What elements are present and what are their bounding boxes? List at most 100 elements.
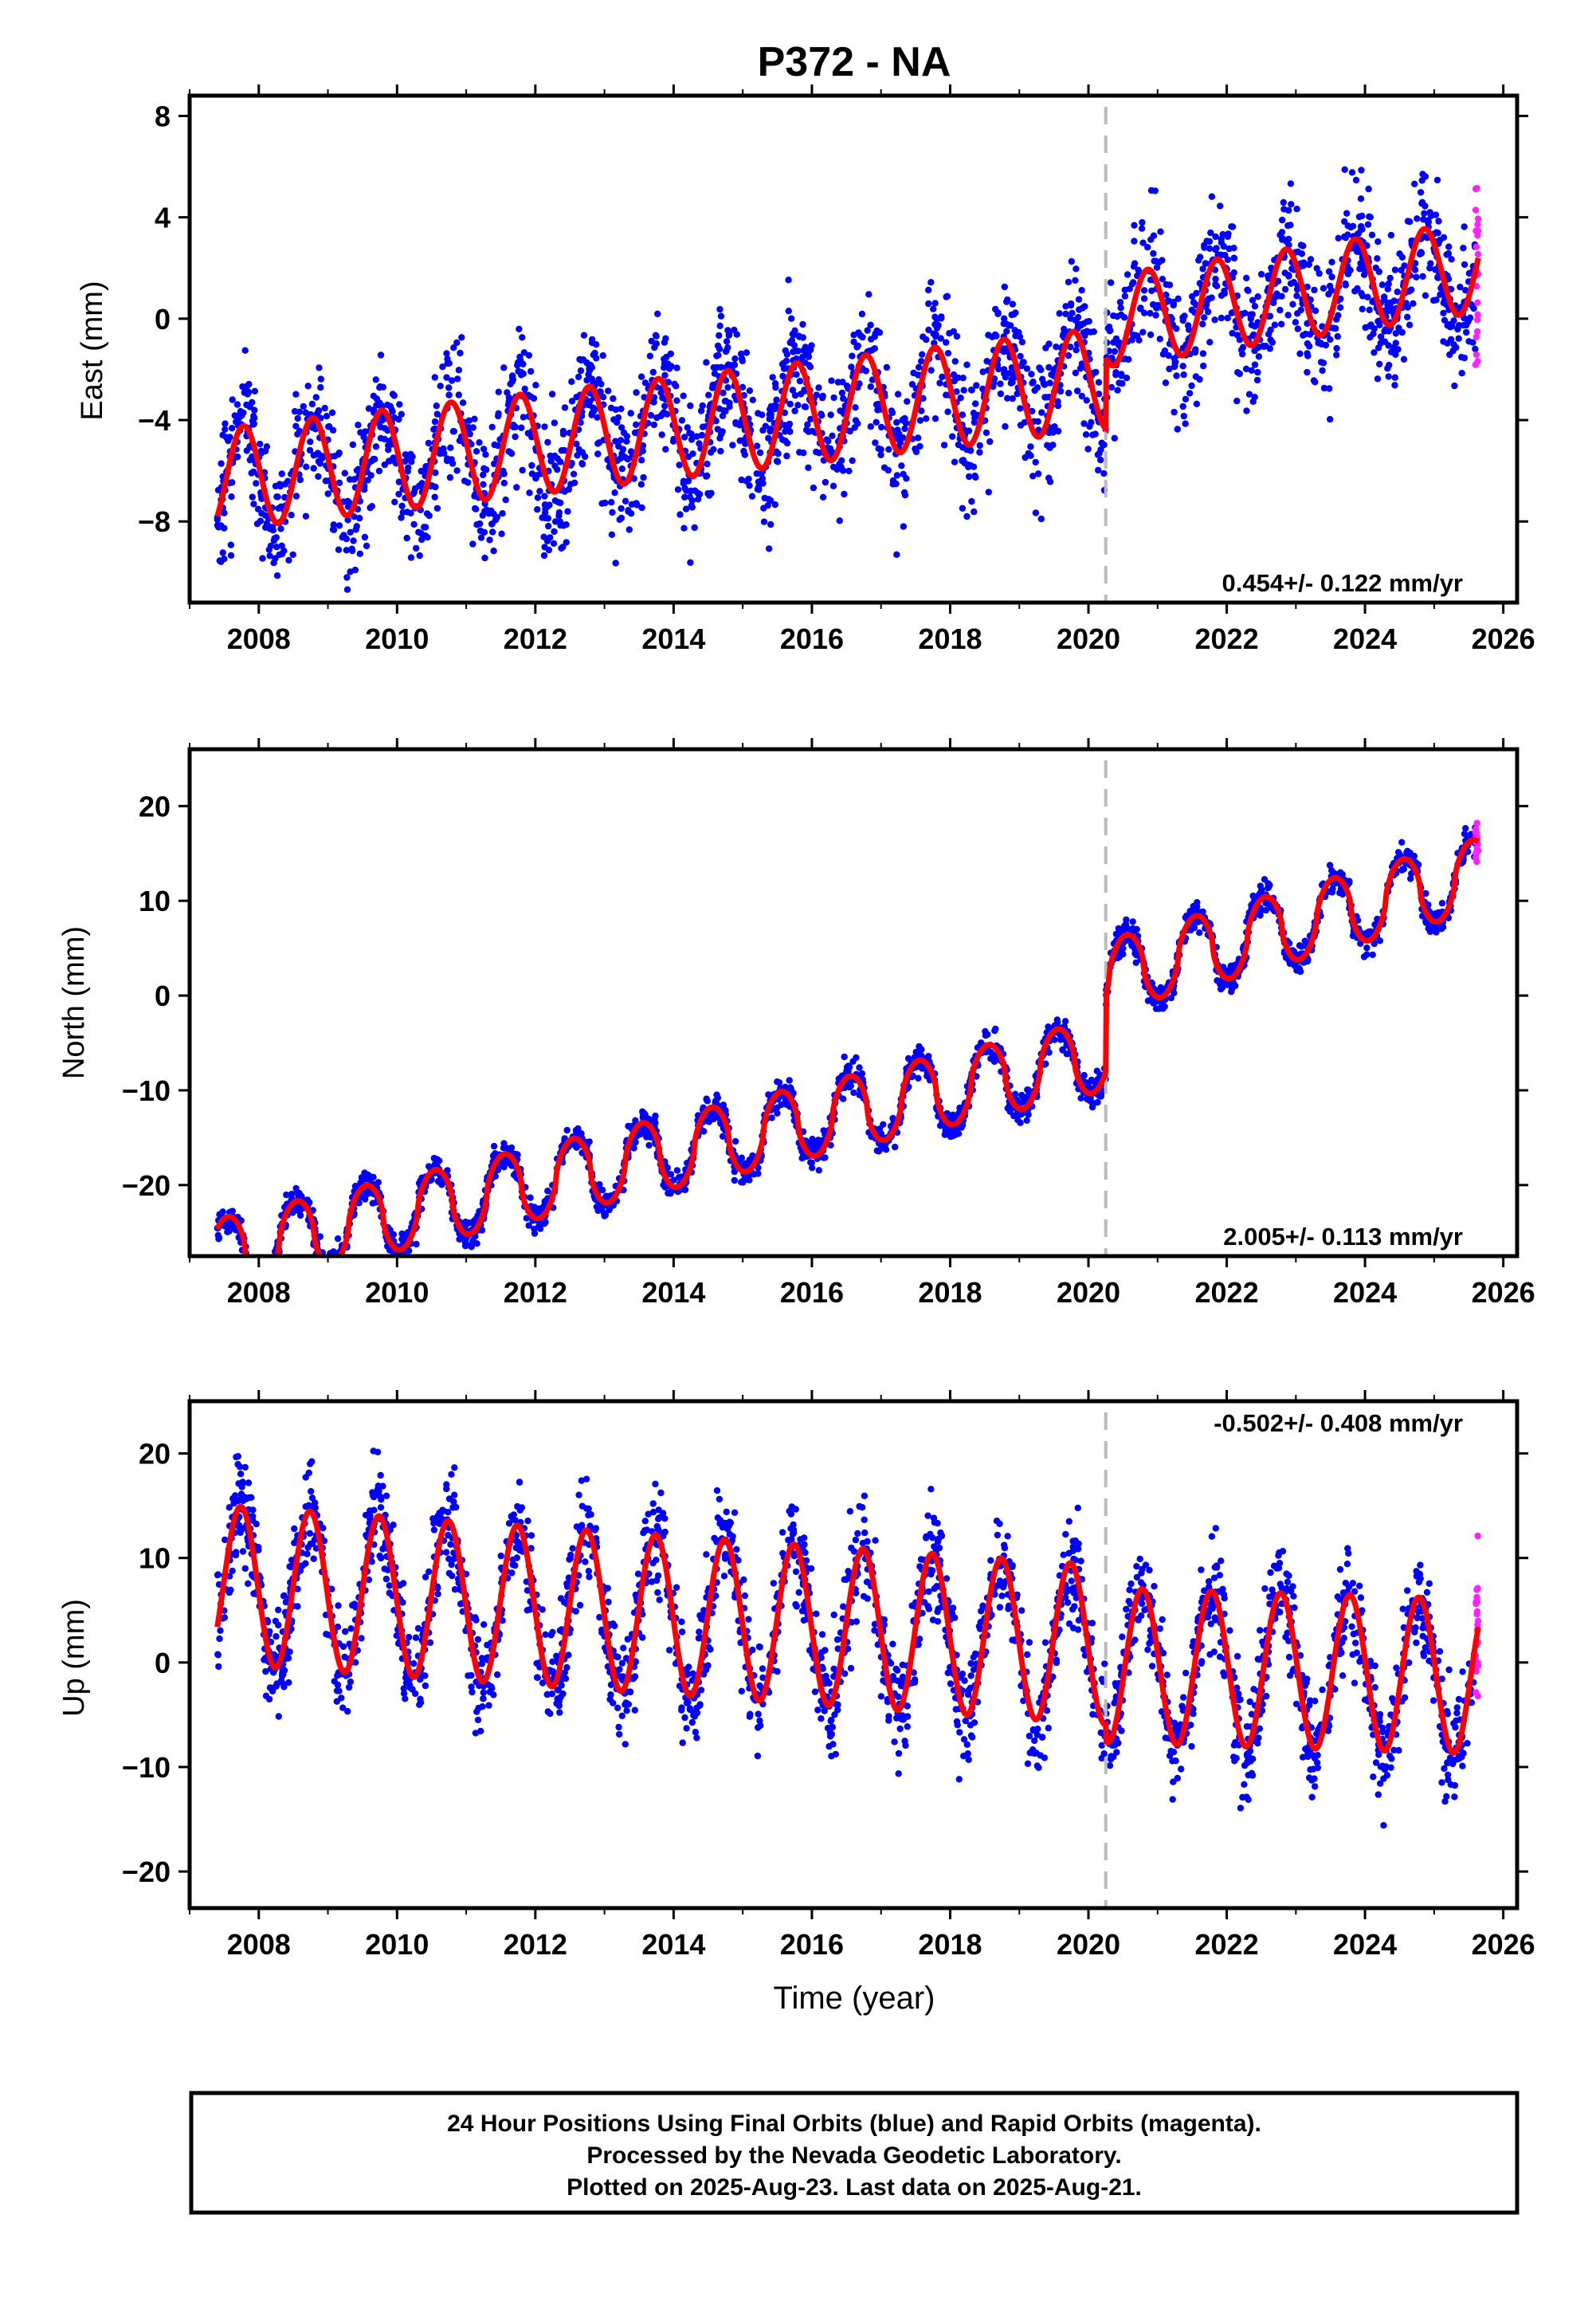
final-orbit-point (312, 394, 320, 401)
final-orbit-point (599, 394, 607, 401)
final-orbit-point (1119, 379, 1126, 387)
final-orbit-point (334, 1260, 340, 1266)
final-orbit-point (335, 546, 343, 553)
final-orbit-point (930, 305, 937, 312)
final-orbit-point (1341, 218, 1348, 226)
final-orbit-point (609, 509, 616, 516)
final-orbit-point (1144, 244, 1151, 251)
rapid-orbit-point (1474, 316, 1481, 324)
final-orbit-point (707, 449, 715, 456)
final-orbit-point (714, 342, 722, 350)
final-orbit-point (760, 518, 768, 525)
final-orbit-point (395, 490, 402, 498)
final-orbit-point (1159, 276, 1167, 283)
final-orbit-point (317, 375, 324, 383)
final-orbit-point (610, 395, 617, 403)
final-orbit-point (1448, 256, 1455, 263)
final-orbit-point (1313, 265, 1320, 272)
final-orbit-point (705, 391, 712, 399)
final-orbit-point (951, 358, 959, 365)
final-orbit-point (1017, 405, 1024, 412)
final-orbit-point (1092, 430, 1099, 438)
final-orbit-point (716, 332, 723, 340)
final-orbit-point (344, 516, 351, 524)
final-orbit-point (694, 496, 702, 503)
final-orbit-point (360, 434, 367, 441)
final-orbit-point (258, 510, 265, 517)
final-orbit-point (495, 412, 502, 420)
final-orbit-point (892, 1143, 899, 1151)
final-orbit-point (649, 368, 657, 376)
final-orbit-point (1135, 266, 1142, 273)
final-orbit-point (927, 279, 935, 286)
final-orbit-point (633, 500, 640, 507)
final-orbit-point (352, 526, 359, 533)
final-orbit-point (971, 508, 978, 516)
final-orbit-point (1243, 274, 1250, 281)
final-orbit-point (1463, 328, 1470, 336)
final-orbit-point (939, 373, 946, 380)
final-orbit-point (1193, 289, 1200, 297)
final-orbit-point (731, 1176, 738, 1184)
final-orbit-point (1196, 929, 1203, 937)
final-orbit-point (963, 361, 971, 368)
rapid-orbit-point (1472, 333, 1480, 340)
final-orbit-point (1377, 333, 1385, 340)
final-orbit-point (956, 1104, 963, 1112)
final-orbit-point (1018, 1091, 1025, 1099)
final-orbit-point (898, 462, 905, 469)
final-orbit-point (1370, 330, 1377, 337)
final-orbit-point (1117, 304, 1124, 312)
final-orbit-point (782, 428, 789, 435)
final-orbit-point (627, 410, 634, 417)
final-orbit-point (583, 376, 590, 384)
final-orbit-point (443, 374, 450, 381)
final-orbit-point (965, 427, 973, 434)
final-orbit-point (288, 512, 295, 519)
final-orbit-point (370, 1173, 377, 1181)
final-orbit-point (1208, 294, 1215, 301)
final-orbit-point (1032, 458, 1039, 466)
final-orbit-point (601, 1212, 608, 1219)
final-orbit-point (481, 554, 488, 562)
final-orbit-point (1147, 331, 1155, 339)
final-orbit-point (1009, 395, 1017, 403)
final-orbit-point (1081, 303, 1088, 310)
x-tick-label: 2014 (641, 622, 705, 655)
final-orbit-point (391, 498, 398, 505)
final-orbit-point (500, 364, 508, 371)
final-orbit-point (1438, 900, 1446, 907)
final-orbit-point (616, 516, 623, 524)
final-orbit-point (959, 375, 967, 382)
final-orbit-point (1003, 328, 1010, 335)
final-orbit-point (1336, 304, 1344, 311)
final-orbit-point (450, 344, 457, 351)
final-orbit-point (1112, 371, 1120, 379)
rapid-orbit-point (1472, 227, 1480, 234)
x-tick-label: 2024 (1333, 622, 1397, 655)
final-orbit-point (846, 427, 854, 435)
final-orbit-point (459, 399, 467, 406)
final-orbit-point (1009, 379, 1016, 386)
final-orbit-point (1390, 297, 1398, 304)
final-orbit-point (285, 556, 292, 564)
final-orbit-point (241, 347, 249, 354)
final-orbit-point (650, 421, 657, 429)
final-orbit-point (654, 310, 661, 317)
final-orbit-point (688, 436, 696, 443)
final-orbit-point (1249, 332, 1257, 340)
final-orbit-point (1034, 470, 1042, 477)
final-orbit-point (455, 367, 463, 374)
final-orbit-point (818, 394, 826, 402)
final-orbit-point (1046, 478, 1054, 485)
final-orbit-point (830, 394, 837, 402)
final-orbit-point (722, 397, 729, 405)
final-orbit-point (1289, 300, 1296, 308)
final-orbit-point (480, 481, 487, 488)
final-orbit-point (1014, 390, 1021, 398)
x-tick-label: 2020 (1057, 622, 1120, 655)
final-orbit-point (1037, 515, 1045, 523)
final-orbit-point (1445, 243, 1453, 250)
final-orbit-point (253, 480, 260, 487)
final-orbit-point (1116, 298, 1124, 306)
